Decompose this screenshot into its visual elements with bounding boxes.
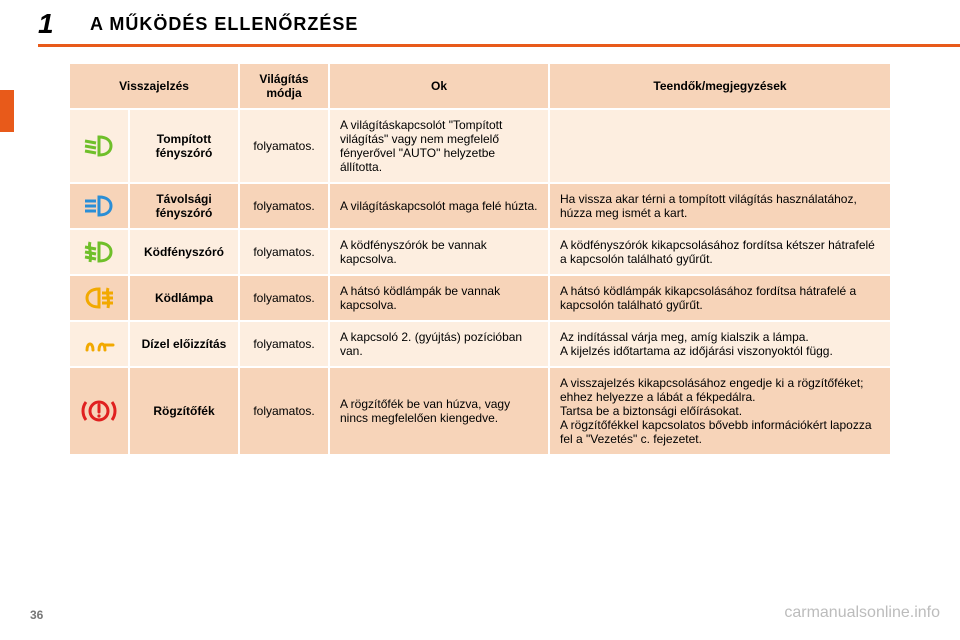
table-row: Ködlámpa folyamatos. A hátsó ködlámpák b… xyxy=(70,275,890,321)
table-header-row: Visszajelzés Világítás módja Ok Teendők/… xyxy=(70,64,890,109)
cell-icon xyxy=(70,183,129,229)
front-fog-icon xyxy=(81,240,117,264)
cell-action: Ha vissza akar térni a tompított világít… xyxy=(549,183,890,229)
cell-mode: folyamatos. xyxy=(239,321,329,367)
high-beam-icon xyxy=(81,194,117,218)
rear-fog-icon xyxy=(81,286,117,310)
indicators-table: Visszajelzés Világítás módja Ok Teendők/… xyxy=(70,64,890,456)
glow-plug-icon xyxy=(81,332,117,356)
table-row: Ködfényszóró folyamatos. A ködfényszórók… xyxy=(70,229,890,275)
cell-name: Dízel előizzítás xyxy=(129,321,239,367)
cell-ok: A világításkapcsolót "Tompított világítá… xyxy=(329,109,549,183)
cell-icon xyxy=(70,367,129,455)
low-beam-icon xyxy=(81,134,117,158)
cell-action: A ködfényszórók kikapcsolásához fordítsa… xyxy=(549,229,890,275)
cell-action: Az indítással várja meg, amíg kialszik a… xyxy=(549,321,890,367)
cell-name: Tompított fényszóró xyxy=(129,109,239,183)
cell-ok: A hátsó ködlámpák be vannak kapcsolva. xyxy=(329,275,549,321)
table-row: Tompított fényszóró folyamatos. A világí… xyxy=(70,109,890,183)
header-rule xyxy=(38,44,960,47)
cell-mode: folyamatos. xyxy=(239,275,329,321)
cell-mode: folyamatos. xyxy=(239,229,329,275)
cell-ok: A kapcsoló 2. (gyújtás) pozícióban van. xyxy=(329,321,549,367)
cell-mode: folyamatos. xyxy=(239,367,329,455)
table-row: Távolsági fényszóró folyamatos. A világí… xyxy=(70,183,890,229)
th-signal: Visszajelzés xyxy=(70,64,239,109)
cell-icon xyxy=(70,109,129,183)
table-row: Dízel előizzítás folyamatos. A kapcsoló … xyxy=(70,321,890,367)
side-tab xyxy=(0,90,14,132)
chapter-title: A MŰKÖDÉS ELLENŐRZÉSE xyxy=(90,14,358,35)
cell-icon xyxy=(70,275,129,321)
cell-ok: A ködfényszórók be vannak kapcsolva. xyxy=(329,229,549,275)
th-ok: Ok xyxy=(329,64,549,109)
cell-name: Ködlámpa xyxy=(129,275,239,321)
page-number: 36 xyxy=(30,608,43,622)
chapter-number: 1 xyxy=(38,8,54,40)
cell-action: A visszajelzés kikapcsolásához engedje k… xyxy=(549,367,890,455)
cell-ok: A világításkapcsolót maga felé húzta. xyxy=(329,183,549,229)
table-row: Rögzítőfék folyamatos. A rögzítőfék be v… xyxy=(70,367,890,455)
cell-mode: folyamatos. xyxy=(239,109,329,183)
cell-mode: folyamatos. xyxy=(239,183,329,229)
cell-icon xyxy=(70,321,129,367)
cell-action xyxy=(549,109,890,183)
parking-brake-icon xyxy=(80,396,118,426)
watermark: carmanualsonline.info xyxy=(784,604,940,622)
cell-name: Rögzítőfék xyxy=(129,367,239,455)
cell-name: Ködfényszóró xyxy=(129,229,239,275)
th-mode: Világítás módja xyxy=(239,64,329,109)
cell-action: A hátsó ködlámpák kikapcsolásához fordít… xyxy=(549,275,890,321)
cell-name: Távolsági fényszóró xyxy=(129,183,239,229)
th-actions: Teendők/megjegyzések xyxy=(549,64,890,109)
cell-icon xyxy=(70,229,129,275)
cell-ok: A rögzítőfék be van húzva, vagy nincs me… xyxy=(329,367,549,455)
